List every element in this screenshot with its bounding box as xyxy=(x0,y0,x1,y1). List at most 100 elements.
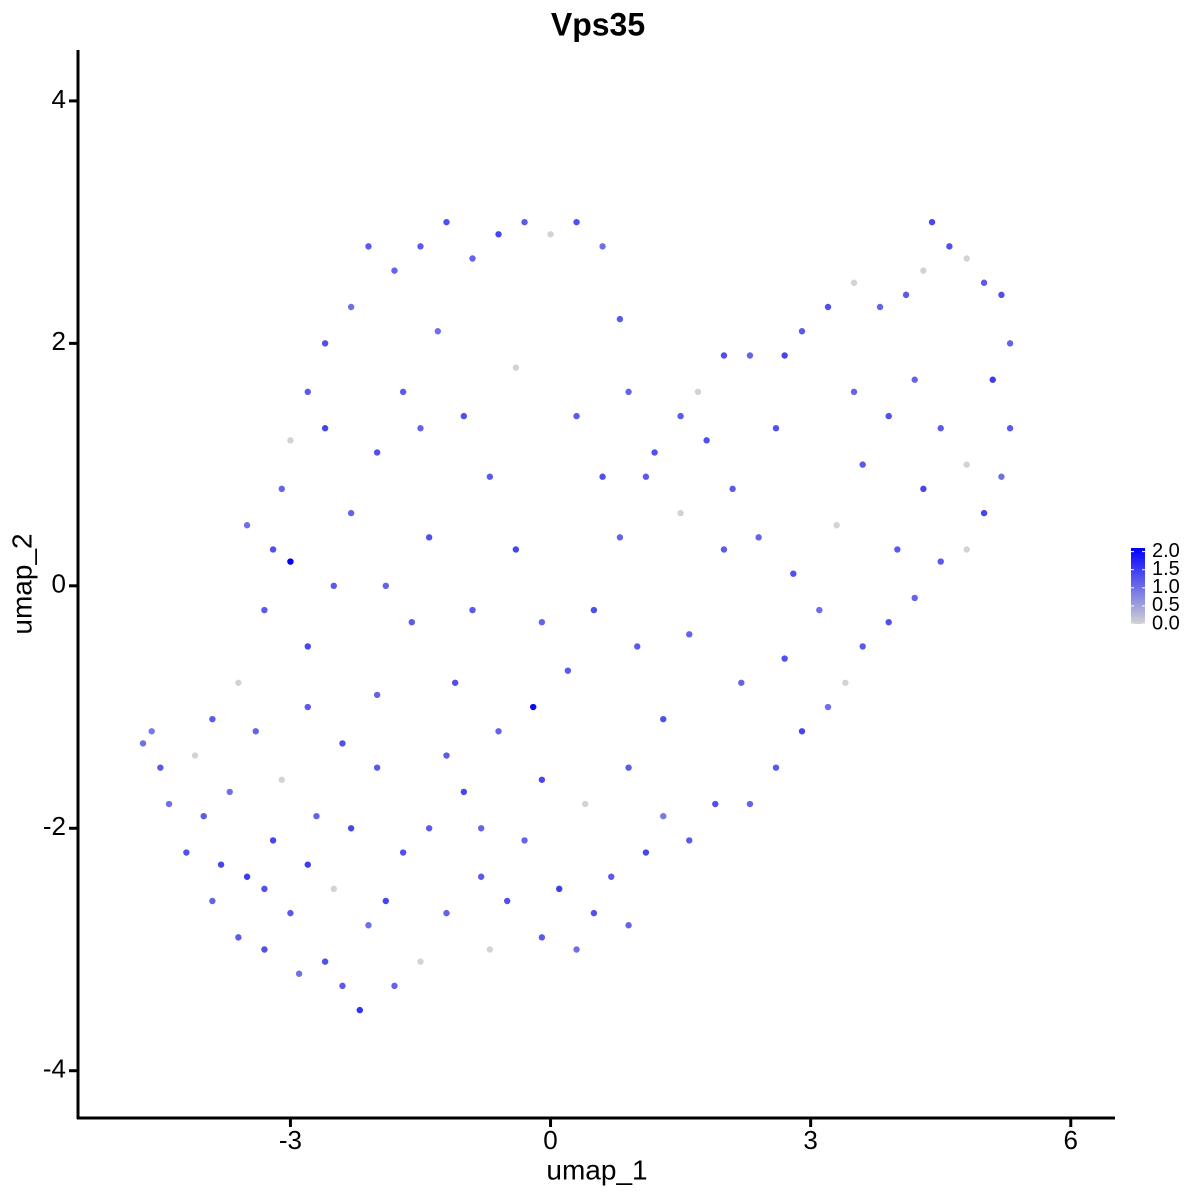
cell-point xyxy=(963,461,970,468)
cell-point xyxy=(590,606,598,614)
cell-point xyxy=(339,740,346,747)
cell-point xyxy=(677,509,684,517)
cell-point xyxy=(365,243,372,250)
y-tick-label: -2 xyxy=(43,811,66,841)
cell-point xyxy=(660,715,667,723)
cell-point xyxy=(842,679,849,686)
cell-point xyxy=(434,328,442,335)
cell-point xyxy=(894,546,901,553)
colorbar xyxy=(1131,548,1145,624)
cell-point xyxy=(911,594,918,602)
cell-point xyxy=(703,437,710,444)
cell-point xyxy=(963,255,970,262)
cell-point xyxy=(313,812,320,820)
cell-point xyxy=(157,764,164,771)
cell-point xyxy=(287,909,294,917)
colorbar-label: 1.5 xyxy=(1152,558,1180,580)
colorbar-label: 2.0 xyxy=(1152,540,1180,562)
cell-point xyxy=(746,352,754,359)
y-tick-label: 2 xyxy=(52,326,66,356)
cell-point xyxy=(573,946,580,953)
cell-point xyxy=(304,388,311,396)
cell-point xyxy=(261,946,268,953)
cell-point xyxy=(616,534,624,541)
cell-point xyxy=(625,764,632,771)
cell-point xyxy=(243,522,251,529)
cell-point xyxy=(885,618,892,626)
cell-point xyxy=(824,303,832,311)
cell-point xyxy=(304,643,311,650)
cell-point xyxy=(530,703,537,711)
cell-point xyxy=(573,412,580,420)
cell-point xyxy=(582,800,589,808)
cell-point xyxy=(781,655,788,662)
cell-point xyxy=(1006,340,1014,347)
y-tick-label: -4 xyxy=(43,1054,66,1084)
cell-point xyxy=(911,376,918,383)
cell-point xyxy=(269,546,277,553)
cell-point xyxy=(928,218,936,226)
cell-point xyxy=(660,812,667,820)
cell-point xyxy=(469,606,476,614)
x-tick-label: 0 xyxy=(543,1125,557,1155)
cell-point xyxy=(798,328,806,335)
cell-point xyxy=(816,606,823,614)
cell-point xyxy=(521,837,528,844)
cell-point xyxy=(399,388,407,396)
cell-point xyxy=(460,788,468,796)
cell-point xyxy=(642,849,650,856)
cell-point xyxy=(209,897,216,905)
colorbar-label: 0.5 xyxy=(1152,594,1180,616)
cell-point xyxy=(391,982,398,990)
cell-point xyxy=(373,691,381,699)
cell-point xyxy=(738,679,745,686)
cell-point xyxy=(651,449,658,456)
cell-point xyxy=(425,825,433,832)
cell-point xyxy=(495,231,502,238)
cell-point xyxy=(417,425,424,432)
x-tick-label: 3 xyxy=(803,1125,817,1155)
cell-point xyxy=(556,885,563,893)
cell-point xyxy=(417,243,424,250)
cell-point xyxy=(347,303,355,311)
cell-point xyxy=(252,728,259,735)
cell-point xyxy=(512,546,520,553)
cell-point xyxy=(209,715,216,723)
cell-point xyxy=(503,897,511,905)
cell-point xyxy=(694,388,702,396)
cell-point xyxy=(373,449,381,456)
cell-point xyxy=(547,231,554,238)
cell-point xyxy=(720,546,728,553)
cell-point xyxy=(937,558,944,565)
cell-point xyxy=(859,643,866,650)
cell-point xyxy=(512,364,520,371)
cell-point xyxy=(365,922,372,929)
cell-point xyxy=(495,728,502,735)
cell-point xyxy=(425,534,433,541)
cell-point xyxy=(980,509,988,517)
cell-point xyxy=(772,425,780,432)
x-axis-title: umap_1 xyxy=(546,1154,647,1185)
cell-point xyxy=(183,849,190,856)
cell-point xyxy=(980,279,988,286)
cell-point xyxy=(477,825,485,832)
cell-point xyxy=(417,958,424,965)
cell-point xyxy=(399,849,407,856)
cell-point xyxy=(261,885,268,893)
cell-point xyxy=(920,485,927,493)
cell-point xyxy=(408,618,416,626)
cell-point xyxy=(625,388,632,396)
cell-point xyxy=(798,728,806,735)
cell-point xyxy=(686,631,693,638)
cell-point xyxy=(616,315,624,323)
cell-point xyxy=(356,1006,363,1014)
cell-point xyxy=(287,437,294,444)
cell-point xyxy=(1006,425,1014,432)
cell-point xyxy=(330,885,337,893)
y-axis-title: umap_2 xyxy=(6,533,37,634)
cell-point xyxy=(235,679,242,686)
cell-point xyxy=(686,837,693,844)
cell-point xyxy=(946,243,953,250)
cell-point xyxy=(321,958,329,965)
cell-point xyxy=(712,800,719,808)
